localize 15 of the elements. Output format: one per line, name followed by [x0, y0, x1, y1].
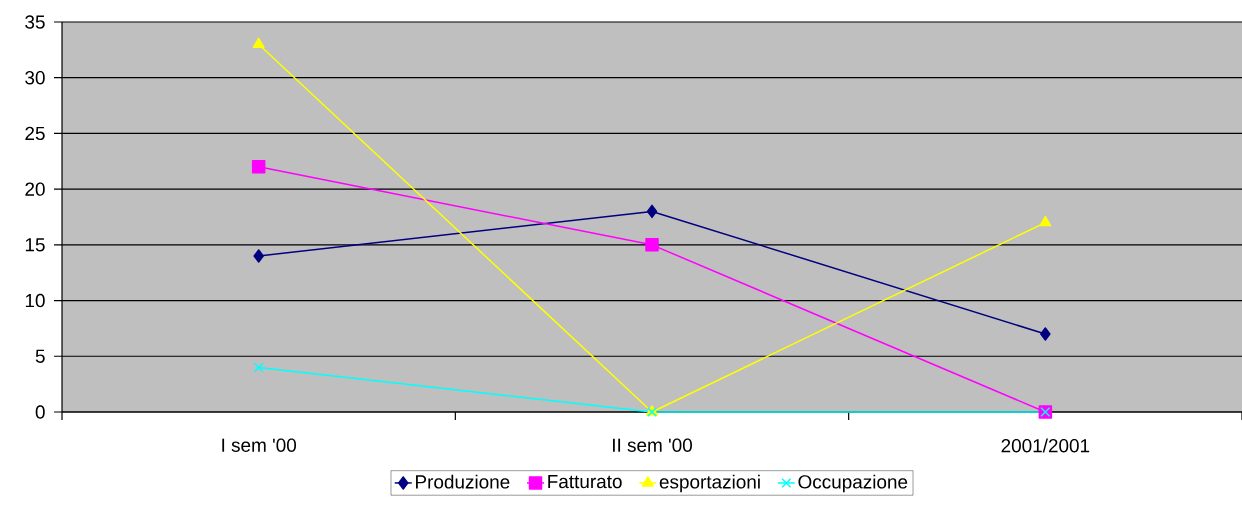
y-tick-label: 0	[35, 405, 45, 419]
x-tick-label: 2001/2001	[1001, 438, 1090, 453]
legend-label: esportazioni	[659, 474, 760, 493]
y-tick-label: 30	[25, 71, 45, 85]
legend-label: Produzione	[416, 474, 510, 489]
y-tick-label: 15	[25, 238, 45, 252]
y-tick-label: 10	[25, 293, 45, 308]
y-tick-label: 25	[25, 126, 45, 141]
y-tick-label: 35	[25, 15, 45, 29]
y-tick-label: 5	[35, 349, 45, 363]
x-tick-label: I sem '00	[222, 438, 297, 452]
y-tick-label: 20	[25, 182, 45, 196]
legend-label: Fatturato	[548, 475, 622, 489]
x-tick-label: II sem '00	[613, 438, 692, 452]
legend-label: Occupazione	[798, 474, 908, 493]
